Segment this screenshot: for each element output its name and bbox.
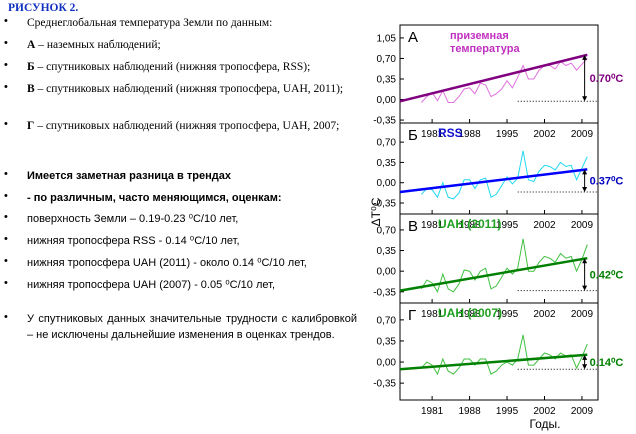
bullet: • bbox=[4, 118, 8, 130]
y-tick-label: 1,05 bbox=[377, 33, 397, 44]
y-tick-label: 0,00 bbox=[377, 267, 397, 278]
bullet: • bbox=[4, 255, 8, 267]
y-tick-label: 0,35 bbox=[377, 74, 397, 85]
x-tick-label: 1995 bbox=[496, 129, 519, 140]
x-tick-label: 1981 bbox=[421, 129, 444, 140]
x-tick-label: 1988 bbox=[458, 309, 481, 320]
trend-line bbox=[399, 256, 588, 292]
annotation: 0.14⁰C bbox=[590, 357, 624, 369]
data-line bbox=[421, 150, 588, 200]
panel-letter: А bbox=[408, 29, 418, 46]
x-tick-label: 2002 bbox=[533, 406, 556, 417]
y-tick-label: 0,35 bbox=[377, 158, 397, 169]
arrow-head bbox=[582, 169, 588, 192]
bullet: • bbox=[4, 59, 8, 71]
y-tick-label: -0,35 bbox=[373, 379, 396, 390]
data-line bbox=[421, 334, 588, 376]
y-tick-label: 0,00 bbox=[377, 178, 397, 189]
list-item: В – спутниковых наблюдений (нижняя тропо… bbox=[27, 81, 357, 97]
list-item: Б – спутниковых наблюдений (нижняя тропо… bbox=[27, 59, 357, 75]
bullet: • bbox=[4, 211, 8, 223]
x-axis-label: Годы. bbox=[529, 417, 560, 431]
x-tick-label: 1988 bbox=[458, 220, 481, 231]
bullet: • bbox=[4, 15, 8, 27]
conclusion: У спутниковых данных значительные трудно… bbox=[27, 313, 357, 341]
panel-letter: Г bbox=[408, 307, 416, 324]
y-tick-label: -0,35 bbox=[373, 116, 396, 127]
item-letter: А bbox=[27, 39, 36, 51]
trend-line: поверхность Земли – 0.19-0.23 ⁰C/10 лет, bbox=[27, 213, 239, 225]
trend-line: нижняя тропосфера RSS - 0.14 ⁰C/10 лет, bbox=[27, 235, 240, 247]
list-item: А – наземных наблюдений; bbox=[27, 37, 357, 53]
bold-line: Имеется заметная разница в трендах bbox=[27, 170, 231, 182]
panel-label: UAH (2007) bbox=[438, 306, 502, 320]
x-tick-label: 1981 bbox=[421, 406, 444, 417]
y-tick-label: 0,00 bbox=[377, 358, 397, 369]
bullet: • bbox=[4, 190, 8, 202]
item-text: – наземных наблюдений; bbox=[35, 39, 161, 51]
x-tick-label: 2009 bbox=[571, 309, 594, 320]
bold-line: - по различным, часто меняющимся, оценка… bbox=[27, 192, 282, 204]
panel-letter: В bbox=[408, 218, 418, 235]
item-letter: В bbox=[27, 83, 35, 95]
bullet: • bbox=[4, 168, 8, 180]
x-tick-label: 2009 bbox=[571, 129, 594, 140]
item-text: – спутниковых наблюдений (нижняя тропосф… bbox=[34, 61, 311, 73]
panel-frame bbox=[399, 302, 599, 401]
x-tick-label: 2002 bbox=[533, 129, 556, 140]
annotation: 0.42⁰C bbox=[590, 269, 624, 281]
annotation: 0.37⁰C bbox=[590, 176, 624, 188]
item-letter: Б bbox=[27, 61, 35, 73]
y-axis-label: ΔT⁰C bbox=[369, 197, 383, 226]
x-tick-label: 1995 bbox=[496, 309, 519, 320]
panel-label: температура bbox=[450, 43, 520, 55]
y-tick-label: 0,70 bbox=[377, 54, 397, 65]
x-tick-label: 2002 bbox=[533, 309, 556, 320]
y-tick-label: 0,35 bbox=[377, 246, 397, 257]
y-tick-label: 0,70 bbox=[377, 225, 397, 236]
item-text: – спутниковых наблюдений (нижняя тропосф… bbox=[34, 83, 344, 95]
x-tick-label: 2002 bbox=[533, 220, 556, 231]
arrow-head bbox=[582, 54, 588, 102]
arrow-head bbox=[582, 354, 588, 370]
trend-line bbox=[399, 53, 588, 103]
y-tick-label: 0,70 bbox=[377, 315, 397, 326]
trend-line bbox=[399, 353, 588, 371]
y-tick-label: -0,35 bbox=[373, 287, 396, 298]
x-tick-label: 1981 bbox=[421, 309, 444, 320]
bullet: • bbox=[4, 37, 8, 49]
panel-label: UAH (2011) bbox=[438, 217, 501, 231]
x-tick-label: 1988 bbox=[458, 406, 481, 417]
x-tick-label: 1995 bbox=[496, 406, 519, 417]
panel-letter: Б bbox=[408, 127, 418, 144]
panel-label: RSS bbox=[438, 126, 463, 140]
x-tick-label: 1981 bbox=[421, 220, 444, 231]
heading: РИСУНОК 2. bbox=[8, 2, 79, 14]
item-text: – спутниковых наблюдений (нижняя тропосф… bbox=[34, 120, 340, 132]
trend-line: нижняя тропосфера UAH (2011) - около 0.1… bbox=[27, 257, 307, 269]
y-tick-label: 0,35 bbox=[377, 336, 397, 347]
x-tick-label: 1988 bbox=[458, 129, 481, 140]
trend-line bbox=[399, 168, 588, 194]
item-letter: Г bbox=[27, 120, 35, 132]
y-tick-label: 0,00 bbox=[377, 95, 397, 106]
bullet: • bbox=[4, 311, 8, 323]
trend-line: нижняя тропосфера UAH (2007) - 0.05 ⁰C/1… bbox=[27, 279, 275, 291]
annotation: 0.70⁰C bbox=[590, 73, 624, 85]
intro: Среднеглобальная температура Земли по да… bbox=[27, 17, 273, 29]
bullet: • bbox=[4, 277, 8, 289]
bullet: • bbox=[4, 81, 8, 93]
x-tick-label: 1995 bbox=[496, 220, 519, 231]
list-item: Г – спутниковых наблюдений (нижняя тропо… bbox=[27, 118, 357, 134]
bullet: • bbox=[4, 233, 8, 245]
panel-label: приземная bbox=[450, 30, 509, 42]
x-tick-label: 2009 bbox=[571, 406, 594, 417]
y-tick-label: -0,35 bbox=[373, 198, 396, 209]
x-tick-label: 2009 bbox=[571, 220, 594, 231]
y-tick-label: 0,70 bbox=[377, 138, 397, 149]
data-line bbox=[421, 58, 588, 103]
